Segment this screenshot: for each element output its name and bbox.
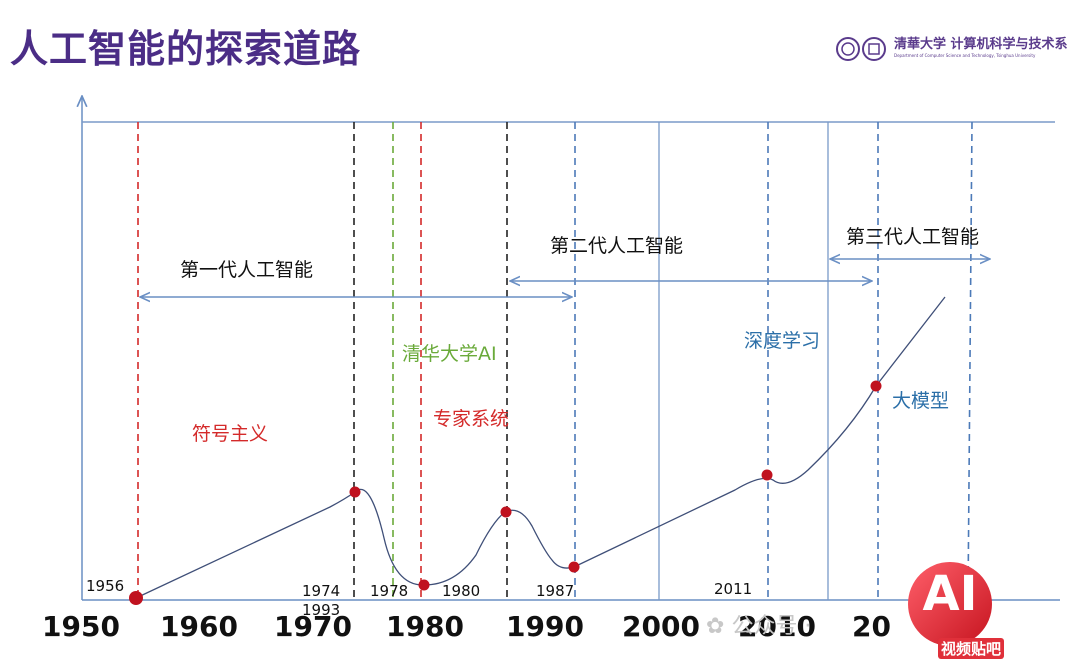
decade-label: 1960 (160, 610, 238, 643)
symbolism-label: 符号主义 (192, 423, 268, 445)
decade-label: 1950 (42, 610, 120, 643)
era3-label: 第三代人工智能 (846, 226, 979, 248)
era2-label: 第二代人工智能 (550, 235, 683, 257)
logo-text: 清華大学 计算机科学与技术系 (894, 37, 1068, 52)
deep-learning-label: 深度学习 (744, 330, 820, 352)
point-1987 (500, 506, 512, 518)
logo-subtitle: Department of Computer Science and Techn… (894, 53, 1036, 58)
line-2030 (967, 121, 973, 601)
point-1980 (418, 579, 430, 591)
page-title: 人工智能的探索道路 (10, 27, 362, 71)
watermark: ✿ 公众号 · (706, 608, 811, 640)
point-2020 (870, 380, 882, 392)
decade-label: 1990 (506, 610, 584, 643)
era1-label: 第一代人工智能 (180, 259, 313, 281)
big-model-label: 大模型 (892, 390, 949, 412)
badge-text: AI (922, 566, 978, 622)
decade-label: 20 (852, 610, 891, 643)
development-curve (135, 296, 946, 599)
decade-label: 2000 (622, 610, 700, 643)
seal-icon (836, 37, 886, 61)
event-year: 2011 (714, 580, 752, 598)
event-year: 1980 (442, 582, 480, 600)
event-year: 1993 (302, 601, 340, 619)
watermark-text: 公众号 · (731, 614, 812, 639)
event-year: 1974 (302, 582, 340, 600)
decade-label: 2010 (738, 610, 816, 643)
badge-caption: 视频贴吧 (938, 638, 1005, 659)
decade-label: 1980 (386, 610, 464, 643)
point-1956 (129, 591, 143, 605)
decade-label: 1970 (274, 610, 352, 643)
expert-system-label: 专家系统 (433, 408, 509, 430)
wechat-icon: ✿ (706, 614, 725, 639)
point-1974 (349, 486, 361, 498)
event-year: 1956 (86, 577, 124, 595)
ai-badge-icon (908, 562, 992, 646)
university-logo: 清華大学 计算机科学与技术系 Department of Computer Sc… (836, 32, 1072, 66)
point-1993 (568, 561, 580, 573)
point-2011 (761, 469, 773, 481)
event-year: 1987 (536, 582, 574, 600)
event-year: 1978 (370, 582, 408, 600)
tsinghua-ai-label: 清华大学AI (402, 343, 497, 365)
